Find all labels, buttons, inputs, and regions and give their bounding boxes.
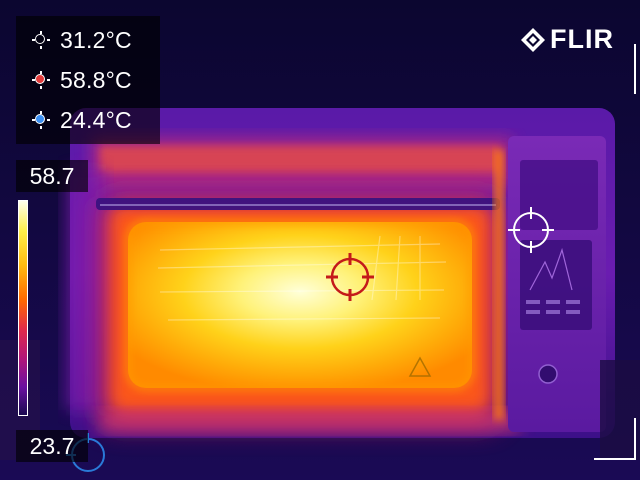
scale-max-label: 58.7 [16, 160, 88, 192]
measurement-value-cold: 24.4°C [60, 106, 132, 133]
measurement-row-hot: 58.8°C [16, 60, 160, 100]
oven-body [0, 108, 640, 460]
brand-logo-text: FLIR [550, 24, 614, 54]
flir-diamond-icon [521, 27, 545, 52]
measurement-row-cold: 24.4°C [16, 100, 160, 140]
color-scale-bar [18, 200, 28, 416]
scale-min-label: 23.7 [16, 430, 88, 462]
frame-corner-bottom-right [594, 418, 636, 460]
measurement-value-hot: 58.8°C [60, 66, 132, 93]
spot-white-icon [32, 31, 50, 49]
brand-logo: FLIR [520, 24, 614, 55]
hot-spot-marker [326, 253, 374, 301]
measurement-value-center: 31.2°C [60, 26, 132, 53]
spot-hot-icon [32, 71, 50, 89]
frame-corner-top-right [594, 44, 636, 94]
spot-cold-icon [32, 111, 50, 129]
measurement-row-center: 31.2°C [16, 20, 160, 60]
center-spot-marker [508, 207, 554, 253]
measurement-panel: 31.2°C 58.8°C 24.4°C [16, 16, 160, 144]
